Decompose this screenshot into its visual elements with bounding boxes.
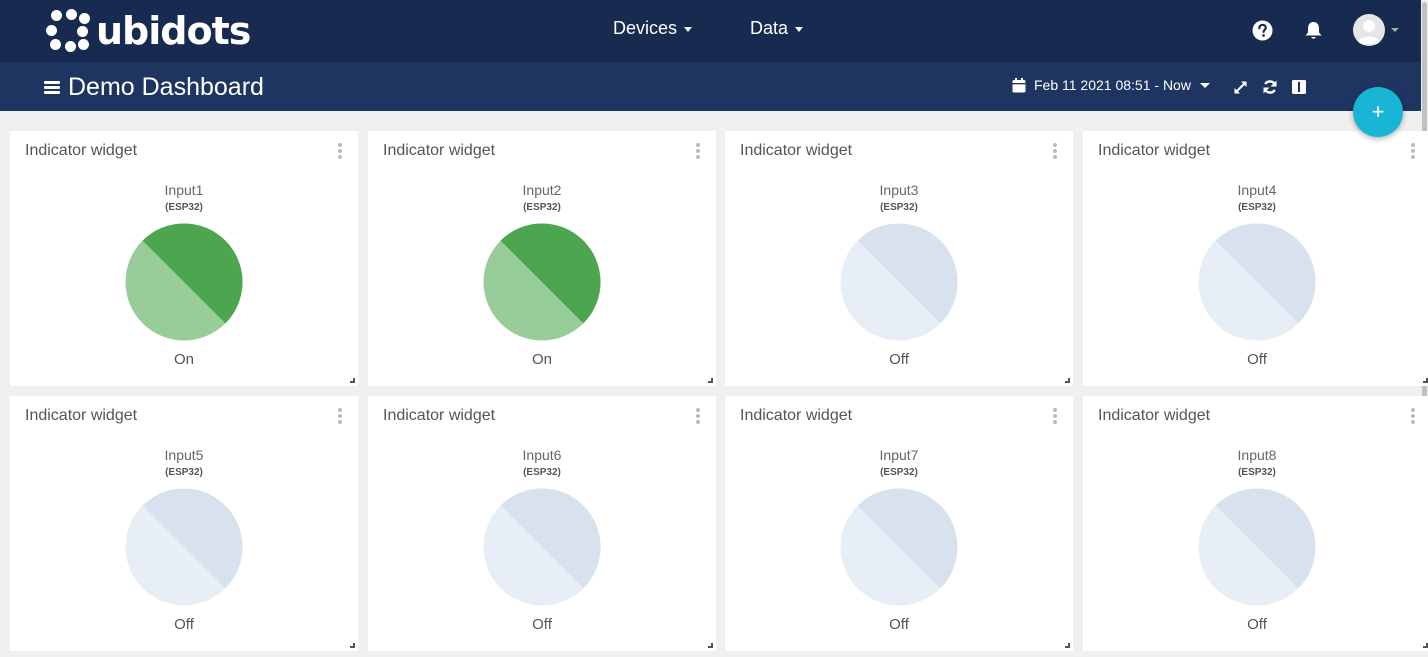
variable-name: Input7 bbox=[879, 447, 919, 463]
more-options-icon[interactable] bbox=[1411, 143, 1415, 159]
device-name: (ESP32) bbox=[1238, 467, 1276, 478]
devices-menu[interactable]: Devices bbox=[613, 18, 693, 39]
date-range-label: Feb 11 2021 08:51 - Now bbox=[1034, 77, 1191, 93]
more-options-icon[interactable] bbox=[338, 143, 342, 159]
variable-name: Input5 bbox=[164, 447, 204, 463]
indicator-widget[interactable]: Indicator widget Input3 (ESP32) Off bbox=[725, 131, 1073, 386]
top-navbar bbox=[0, 0, 1428, 62]
indicator-widget[interactable]: Indicator widget Input6 (ESP32) Off bbox=[368, 396, 716, 651]
resize-handle[interactable] bbox=[1065, 643, 1070, 648]
indicator-state: On bbox=[531, 351, 552, 368]
more-options-icon[interactable] bbox=[1053, 143, 1057, 159]
indicator-state: Off bbox=[889, 351, 909, 368]
menu-icon[interactable] bbox=[44, 81, 60, 94]
user-avatar[interactable] bbox=[1353, 14, 1385, 46]
indicator-circle bbox=[483, 223, 601, 341]
device-name: (ESP32) bbox=[165, 467, 203, 478]
dashboard-title: Demo Dashboard bbox=[68, 73, 264, 101]
widget-title: Indicator widget bbox=[25, 142, 138, 159]
dashboard-header bbox=[0, 62, 1428, 111]
chevron-down-icon bbox=[1199, 82, 1210, 88]
indicator-state: On bbox=[173, 351, 194, 368]
indicator-widget[interactable]: Indicator widget Input1 (ESP32) On bbox=[10, 131, 358, 386]
date-range-picker[interactable]: Feb 11 2021 08:51 - Now bbox=[1012, 77, 1210, 93]
chevron-down-icon bbox=[684, 27, 693, 32]
variable-name: Input2 bbox=[522, 182, 562, 198]
variable-name: Input6 bbox=[522, 447, 562, 463]
chevron-down-icon[interactable] bbox=[1391, 28, 1399, 32]
indicator-state: Off bbox=[532, 616, 552, 633]
variable-name: Input1 bbox=[164, 182, 204, 198]
calendar-icon bbox=[1012, 77, 1026, 92]
indicator-circle bbox=[1198, 223, 1316, 341]
bell-icon[interactable] bbox=[1303, 20, 1324, 46]
indicator-widget[interactable]: Indicator widget Input5 (ESP32) Off bbox=[10, 396, 358, 651]
resize-handle[interactable] bbox=[1423, 643, 1428, 648]
indicator-circle bbox=[840, 223, 958, 341]
device-name: (ESP32) bbox=[523, 467, 561, 478]
indicator-circle bbox=[840, 488, 958, 606]
widget-title: Indicator widget bbox=[740, 142, 853, 159]
refresh-icon[interactable] bbox=[1262, 79, 1278, 100]
device-name: (ESP32) bbox=[165, 202, 203, 213]
indicator-circle bbox=[1198, 488, 1316, 606]
indicator-state: Off bbox=[174, 616, 194, 633]
more-options-icon[interactable] bbox=[1053, 408, 1057, 424]
data-menu[interactable]: Data bbox=[750, 18, 804, 39]
device-name: (ESP32) bbox=[880, 202, 918, 213]
indicator-state: Off bbox=[1247, 351, 1267, 368]
more-options-icon[interactable] bbox=[696, 143, 700, 159]
indicator-circle bbox=[483, 488, 601, 606]
indicator-state: Off bbox=[1247, 616, 1267, 633]
user-icon bbox=[1357, 20, 1381, 44]
indicator-widget[interactable]: Indicator widget Input4 (ESP32) Off bbox=[1083, 131, 1428, 386]
widget-title: Indicator widget bbox=[25, 407, 138, 424]
fullscreen-icon[interactable] bbox=[1233, 80, 1248, 100]
indicator-circle bbox=[125, 488, 243, 606]
ubidots-logo[interactable]: ubidots bbox=[44, 9, 251, 53]
device-name: (ESP32) bbox=[880, 467, 918, 478]
resize-handle[interactable] bbox=[708, 378, 713, 383]
data-menu-label: Data bbox=[750, 18, 789, 38]
more-options-icon[interactable] bbox=[338, 408, 342, 424]
widget-title: Indicator widget bbox=[383, 142, 496, 159]
logo-dots-icon bbox=[44, 9, 90, 53]
columns-icon[interactable] bbox=[1292, 80, 1306, 99]
more-options-icon[interactable] bbox=[696, 408, 700, 424]
variable-name: Input8 bbox=[1237, 447, 1277, 463]
widget-title: Indicator widget bbox=[1098, 142, 1211, 159]
indicator-widget[interactable]: Indicator widget Input8 (ESP32) Off bbox=[1083, 396, 1428, 651]
indicator-widget[interactable]: Indicator widget Input2 (ESP32) On bbox=[368, 131, 716, 386]
chevron-down-icon bbox=[795, 27, 804, 32]
add-widget-button[interactable]: + bbox=[1353, 87, 1403, 137]
widget-title: Indicator widget bbox=[383, 407, 496, 424]
resize-handle[interactable] bbox=[708, 643, 713, 648]
logo-wordmark: ubidots bbox=[96, 9, 251, 53]
more-options-icon[interactable] bbox=[1411, 408, 1415, 424]
resize-handle[interactable] bbox=[1423, 378, 1428, 383]
widget-title: Indicator widget bbox=[1098, 407, 1211, 424]
resize-handle[interactable] bbox=[350, 643, 355, 648]
devices-menu-label: Devices bbox=[613, 18, 678, 38]
device-name: (ESP32) bbox=[1238, 202, 1276, 213]
device-name: (ESP32) bbox=[523, 202, 561, 213]
widget-title: Indicator widget bbox=[740, 407, 853, 424]
indicator-circle bbox=[125, 223, 243, 341]
indicator-widget[interactable]: Indicator widget Input7 (ESP32) Off bbox=[725, 396, 1073, 651]
resize-handle[interactable] bbox=[350, 378, 355, 383]
indicator-state: Off bbox=[889, 616, 909, 633]
variable-name: Input4 bbox=[1237, 182, 1277, 198]
help-icon[interactable] bbox=[1252, 20, 1273, 46]
resize-handle[interactable] bbox=[1065, 378, 1070, 383]
variable-name: Input3 bbox=[879, 182, 919, 198]
